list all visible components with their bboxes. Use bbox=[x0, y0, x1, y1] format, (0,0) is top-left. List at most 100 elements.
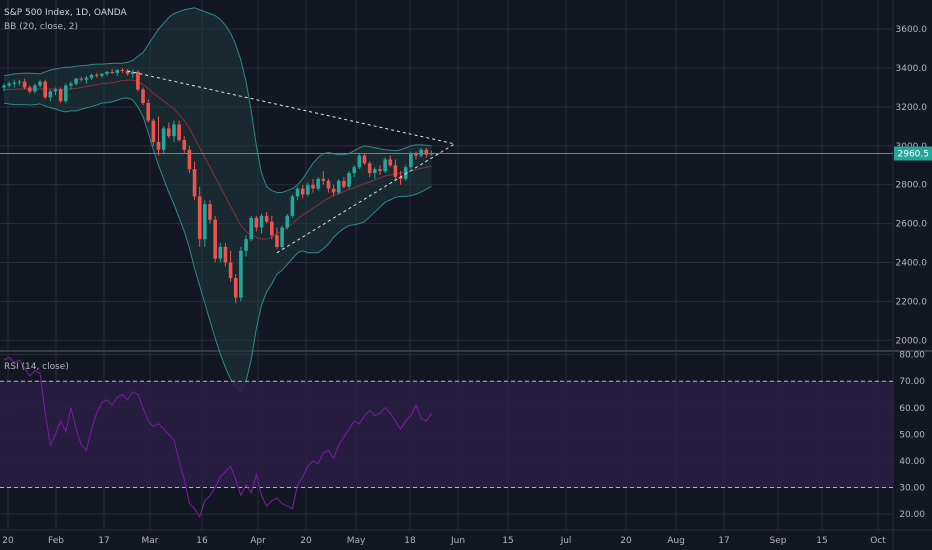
candle-body bbox=[17, 81, 22, 83]
candle-body bbox=[419, 149, 423, 156]
rsi-line bbox=[3, 356, 432, 518]
candle-body bbox=[79, 78, 84, 80]
candle-body bbox=[321, 178, 326, 181]
candle-body bbox=[125, 70, 130, 74]
price-tick-label: 3400.0 bbox=[896, 64, 928, 74]
trendline[interactable] bbox=[127, 70, 455, 145]
candle-body bbox=[38, 81, 42, 86]
rsi-tick-label: 20.00 bbox=[899, 510, 925, 520]
candle-body bbox=[187, 149, 192, 170]
candle-body bbox=[403, 167, 408, 179]
time-tick-label: 15 bbox=[816, 536, 827, 546]
candle-body bbox=[151, 120, 156, 142]
time-tick-label: 17 bbox=[98, 536, 109, 546]
candle-body bbox=[367, 163, 372, 174]
last-price-badge-box bbox=[894, 146, 932, 161]
candle-body bbox=[100, 73, 104, 76]
time-tick-label: 20 bbox=[2, 536, 14, 546]
candle-body bbox=[167, 128, 171, 137]
candlestick-series bbox=[2, 68, 434, 304]
rsi-tick-label: 60.00 bbox=[899, 404, 925, 414]
time-tick-label: 20 bbox=[620, 536, 632, 546]
candle-body bbox=[64, 85, 68, 102]
candle-body bbox=[331, 188, 336, 193]
candle-body bbox=[342, 180, 346, 187]
candle-body bbox=[69, 83, 73, 86]
candle-body bbox=[136, 71, 140, 90]
candle-body bbox=[22, 81, 27, 88]
candle-body bbox=[74, 78, 78, 84]
candle-body bbox=[146, 103, 150, 121]
candle-body bbox=[352, 167, 356, 174]
bb-indicator-label[interactable]: BB (20, close, 2) bbox=[4, 22, 78, 32]
candle-body bbox=[259, 215, 264, 228]
candle-body bbox=[120, 70, 125, 71]
time-tick-label: Aug bbox=[667, 536, 685, 546]
candle-body bbox=[270, 221, 274, 236]
candle-body bbox=[89, 74, 94, 78]
candle-body bbox=[197, 196, 202, 240]
candle-body bbox=[233, 278, 238, 298]
bb-lower-line bbox=[3, 97, 432, 392]
candle-body bbox=[213, 219, 217, 259]
rsi-indicator-label[interactable]: RSI (14, close) bbox=[4, 362, 69, 372]
candle-body bbox=[2, 85, 6, 88]
price-tick-label: 3200.0 bbox=[896, 103, 928, 113]
candle-body bbox=[388, 159, 393, 166]
candle-body bbox=[208, 204, 212, 220]
candle-body bbox=[311, 184, 315, 189]
candle-body bbox=[264, 215, 269, 222]
time-tick-label: 15 bbox=[502, 536, 513, 546]
candle-body bbox=[27, 87, 32, 92]
candle-body bbox=[223, 246, 228, 263]
candle-body bbox=[130, 71, 135, 74]
candle-body bbox=[280, 227, 284, 247]
candle-body bbox=[306, 184, 310, 195]
candle-body bbox=[177, 124, 181, 140]
price-tick-label: 2800.0 bbox=[896, 181, 928, 191]
candle-body bbox=[336, 180, 341, 193]
candle-body bbox=[290, 196, 295, 216]
candle-body bbox=[94, 74, 99, 76]
candle-body bbox=[300, 188, 305, 195]
time-tick-label: 17 bbox=[718, 536, 729, 546]
candle-body bbox=[326, 180, 331, 189]
price-tick-label: 3600.0 bbox=[896, 25, 928, 35]
time-tick-label: Jul bbox=[560, 536, 572, 546]
candle-body bbox=[192, 169, 197, 197]
candle-body bbox=[414, 153, 418, 156]
candle-body bbox=[362, 155, 367, 164]
bollinger-bands bbox=[0, 7, 893, 392]
price-tick-label: 2000.0 bbox=[896, 336, 928, 346]
time-tick-label: 16 bbox=[196, 536, 208, 546]
price-tick-label: 2600.0 bbox=[896, 220, 928, 230]
candle-body bbox=[316, 178, 320, 189]
bb-fill bbox=[4, 7, 432, 391]
rsi-tick-label: 70.00 bbox=[899, 377, 925, 387]
price-axis: 2000.02200.02400.02600.02800.03000.03200… bbox=[896, 25, 928, 520]
price-tick-label: 2400.0 bbox=[896, 259, 928, 269]
candle-body bbox=[43, 81, 47, 98]
trendline[interactable] bbox=[276, 143, 455, 254]
candle-body bbox=[84, 77, 89, 80]
candle-body bbox=[182, 140, 187, 150]
rsi-tick-label: 30.00 bbox=[899, 483, 925, 493]
time-tick-label: Mar bbox=[142, 536, 159, 546]
time-tick-label: 18 bbox=[404, 536, 416, 546]
symbol-title[interactable]: S&P 500 Index, 1D, OANDA bbox=[4, 8, 128, 18]
candle-body bbox=[373, 169, 377, 174]
price-tick-label: 2200.0 bbox=[896, 297, 928, 307]
candle-body bbox=[249, 217, 253, 240]
candle-body bbox=[156, 141, 161, 150]
candle-body bbox=[295, 188, 300, 197]
trendlines bbox=[127, 70, 455, 254]
bb-basis-line bbox=[4, 79, 432, 240]
last-price-label: 2960.5 bbox=[898, 150, 930, 160]
candle-body bbox=[285, 215, 290, 228]
candle-body bbox=[203, 204, 207, 240]
candle-body bbox=[105, 71, 109, 74]
candle-body bbox=[357, 155, 362, 168]
candle-body bbox=[424, 149, 429, 155]
candle-body bbox=[398, 176, 403, 179]
